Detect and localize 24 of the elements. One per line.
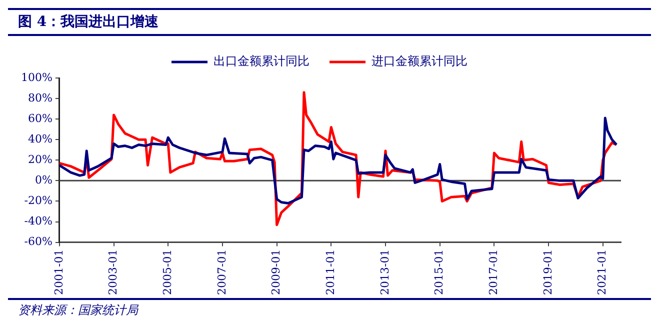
x-tick-label: 2017-01 (487, 249, 500, 296)
x-tick-label: 2015-01 (432, 249, 446, 296)
y-tick-label: 40% (28, 132, 52, 146)
text: 资料来源：国家统计局 (18, 303, 138, 317)
legend-label: 出口金额累计同比 (214, 54, 310, 68)
x-tick-label: 2009-01 (270, 249, 283, 296)
x-tick-label: 2021-01 (596, 249, 609, 296)
x-tick-label: 2005-01 (160, 249, 174, 296)
y-tick-label: 0% (34, 174, 52, 187)
legend-label: 进口金额累计同比 (372, 54, 468, 68)
x-tick-label: 2001-01 (52, 249, 66, 296)
y-tick-label: 20% (28, 153, 52, 166)
y-tick-label: 60% (28, 112, 52, 125)
x-tick-label: 2011-01 (324, 249, 338, 296)
y-tick-label: -60% (24, 235, 52, 248)
y-tick-label: -40% (24, 214, 52, 228)
chart-title: 图 4：我国进出口增速 (8, 8, 651, 36)
x-tick-label: 2007-01 (215, 249, 228, 296)
x-tick-label: 2003-01 (106, 249, 120, 296)
x-tick-label: 2013-01 (378, 249, 392, 296)
x-tick-label: 2019-01 (541, 249, 554, 296)
y-tick-label: 100% (20, 70, 52, 84)
y-tick-label: 80% (28, 91, 52, 104)
y-tick-label: -20% (24, 194, 52, 208)
